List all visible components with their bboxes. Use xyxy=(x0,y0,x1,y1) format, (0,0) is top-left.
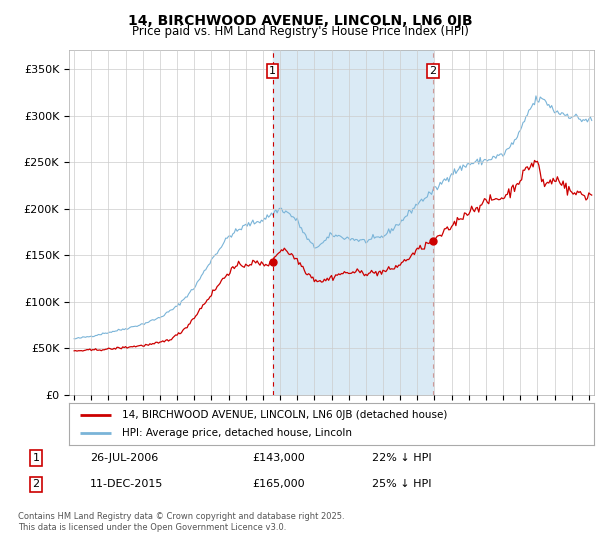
Text: 22% ↓ HPI: 22% ↓ HPI xyxy=(372,453,431,463)
Text: 25% ↓ HPI: 25% ↓ HPI xyxy=(372,479,431,489)
Text: 14, BIRCHWOOD AVENUE, LINCOLN, LN6 0JB: 14, BIRCHWOOD AVENUE, LINCOLN, LN6 0JB xyxy=(128,14,472,28)
Text: 26-JUL-2006: 26-JUL-2006 xyxy=(90,453,158,463)
Bar xyxy=(272,50,433,395)
Text: Price paid vs. HM Land Registry's House Price Index (HPI): Price paid vs. HM Land Registry's House … xyxy=(131,25,469,38)
Text: £165,000: £165,000 xyxy=(252,479,305,489)
Text: 1: 1 xyxy=(32,453,40,463)
Text: £143,000: £143,000 xyxy=(252,453,305,463)
Text: 14, BIRCHWOOD AVENUE, LINCOLN, LN6 0JB (detached house): 14, BIRCHWOOD AVENUE, LINCOLN, LN6 0JB (… xyxy=(121,410,447,420)
Text: 11-DEC-2015: 11-DEC-2015 xyxy=(90,479,163,489)
Text: 2: 2 xyxy=(430,66,437,76)
Text: Contains HM Land Registry data © Crown copyright and database right 2025.
This d: Contains HM Land Registry data © Crown c… xyxy=(18,512,344,532)
Text: 2: 2 xyxy=(32,479,40,489)
Text: 1: 1 xyxy=(269,66,276,76)
Text: HPI: Average price, detached house, Lincoln: HPI: Average price, detached house, Linc… xyxy=(121,428,352,438)
